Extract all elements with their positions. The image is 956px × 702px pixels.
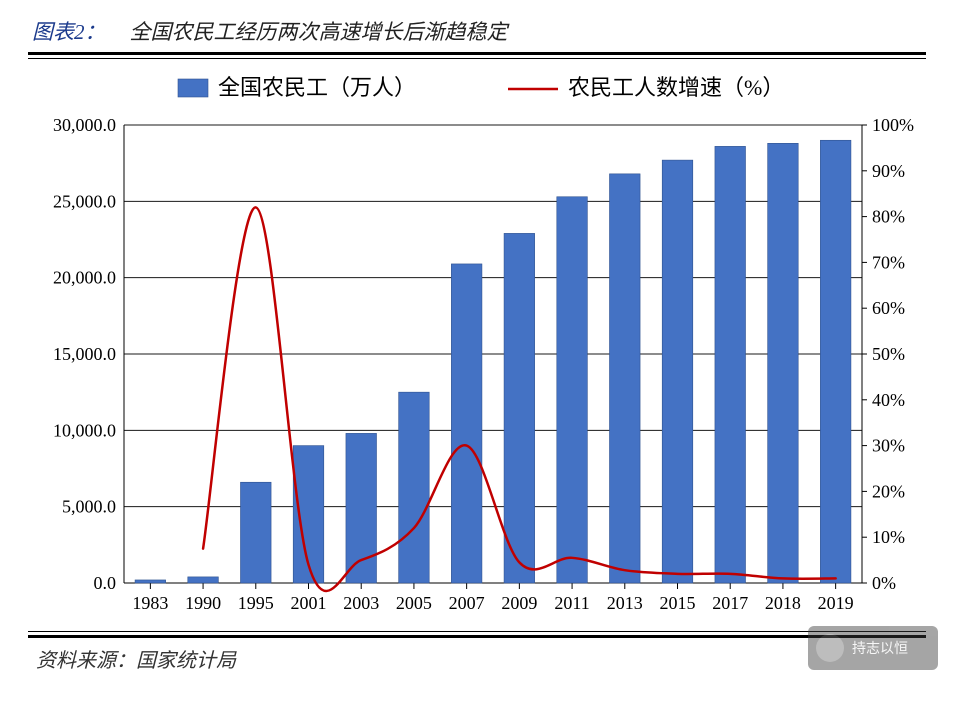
svg-text:2003: 2003 <box>343 593 379 613</box>
svg-text:1990: 1990 <box>185 593 221 613</box>
svg-text:10,000.0: 10,000.0 <box>53 420 116 440</box>
svg-text:0%: 0% <box>872 573 896 593</box>
chart-title: 全国农民工经历两次高速增长后渐趋稳定 <box>130 16 508 46</box>
svg-text:60%: 60% <box>872 298 905 318</box>
svg-text:90%: 90% <box>872 161 905 181</box>
svg-text:2013: 2013 <box>607 593 643 613</box>
rule-heavy-top <box>28 52 926 55</box>
source-value: 国家统计局 <box>136 650 236 672</box>
chart-number-label: 图表2： <box>32 16 106 46</box>
svg-text:50%: 50% <box>872 344 905 364</box>
rule-thin-top <box>28 58 926 59</box>
rule-heavy-bottom <box>28 635 926 638</box>
watermark-text: 持志以恒 <box>852 638 908 658</box>
svg-text:2019: 2019 <box>818 593 854 613</box>
source-line: 资料来源：国家统计局 <box>28 644 926 673</box>
svg-text:20%: 20% <box>872 481 905 501</box>
svg-text:1983: 1983 <box>132 593 168 613</box>
svg-text:2011: 2011 <box>554 593 589 613</box>
svg-text:2005: 2005 <box>396 593 432 613</box>
chart-svg: 0.0 5,000.0 10,000.0 15,000.0 20,000.0 25,000… <box>28 69 926 629</box>
svg-text:5,000.0: 5,000.0 <box>62 497 116 517</box>
svg-text:2018: 2018 <box>765 593 801 613</box>
svg-text:2001: 2001 <box>291 593 327 613</box>
svg-text:农民工人数增速（%）: 农民工人数增速（%） <box>568 75 784 100</box>
chart-area: 0.0 5,000.0 10,000.0 15,000.0 20,000.0 25,000… <box>28 69 926 629</box>
svg-text:1995: 1995 <box>238 593 274 613</box>
svg-text:10%: 10% <box>872 527 905 547</box>
svg-text:30,000.0: 30,000.0 <box>53 115 116 135</box>
watermark: 持志以恒 <box>808 626 938 670</box>
svg-text:2009: 2009 <box>501 593 537 613</box>
svg-text:15,000.0: 15,000.0 <box>53 344 116 364</box>
svg-text:100%: 100% <box>872 115 914 135</box>
svg-text:80%: 80% <box>872 207 905 227</box>
svg-text:2017: 2017 <box>712 593 748 613</box>
svg-text:20,000.0: 20,000.0 <box>53 268 116 288</box>
watermark-icon <box>816 634 844 662</box>
chart-header: 图表2： 全国农民工经历两次高速增长后渐趋稳定 <box>28 14 926 52</box>
svg-text:25,000.0: 25,000.0 <box>53 191 116 211</box>
svg-text:40%: 40% <box>872 390 905 410</box>
svg-text:70%: 70% <box>872 252 905 272</box>
rule-thin-bottom <box>28 631 926 632</box>
svg-text:30%: 30% <box>872 436 905 456</box>
svg-text:2007: 2007 <box>449 593 485 613</box>
svg-text:2015: 2015 <box>660 593 696 613</box>
svg-text:全国农民工（万人）: 全国农民工（万人） <box>218 75 416 100</box>
svg-text:0.0: 0.0 <box>94 573 117 593</box>
source-label: 资料来源： <box>36 650 136 672</box>
